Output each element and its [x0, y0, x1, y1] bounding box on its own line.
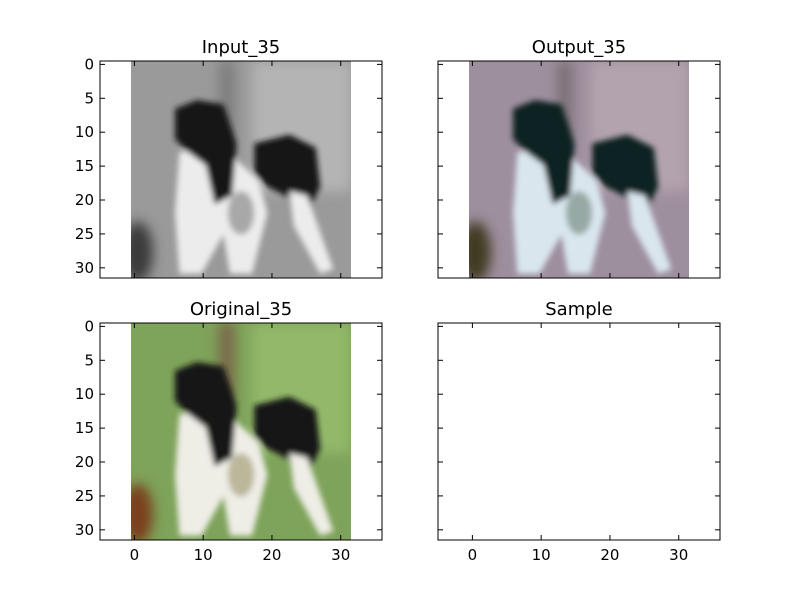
axis-ticks	[438, 61, 720, 278]
dog-hind-leg	[627, 191, 672, 274]
y-tick-label: 10	[75, 123, 94, 141]
y-tick-label: 0	[84, 55, 94, 73]
panel-sample: 0 10 20 30 Sample	[437, 299, 721, 564]
dog-body	[513, 147, 606, 274]
dog-hind-leg	[289, 191, 334, 274]
dog-back-patch	[254, 134, 321, 213]
axes-frame	[437, 322, 721, 541]
x-tick-label: 10	[194, 546, 213, 564]
x-tick-label: 30	[331, 546, 350, 564]
panel-title: Input_35	[202, 37, 281, 58]
x-tick-label: 0	[468, 546, 478, 564]
x-tick-label: 10	[532, 546, 551, 564]
axes-frame	[437, 60, 721, 279]
dog-head	[175, 100, 237, 205]
panel-original: 0 10 20 30 0 5 10 15 20 25 30 Original_35	[75, 299, 383, 564]
corner-object	[468, 221, 491, 278]
corner-object	[130, 483, 153, 540]
y-tick-label: 20	[75, 453, 94, 471]
panel-title: Output_35	[532, 37, 626, 58]
panel-title: Sample	[545, 299, 613, 320]
dog-head	[513, 100, 575, 205]
dog-back-patch	[592, 134, 659, 213]
image-input	[130, 61, 352, 278]
y-tick-label: 0	[84, 317, 94, 335]
y-tick-label: 15	[75, 419, 94, 437]
y-tick-label: 30	[75, 521, 94, 539]
dog-shading	[227, 191, 255, 235]
axes-frame	[99, 322, 383, 541]
panel-output: Output_35	[437, 37, 721, 279]
y-tick-label: 15	[75, 157, 94, 175]
dog-body	[175, 147, 268, 274]
dog-figure	[175, 362, 334, 536]
y-tick-label: 20	[75, 191, 94, 209]
x-tick-label: 30	[669, 546, 688, 564]
axis-ticks: 0 10 20 30 0 5 10 15 20 25 30	[75, 317, 382, 564]
y-tick-label: 10	[75, 385, 94, 403]
dog-shading	[227, 453, 255, 497]
dog-figure	[513, 100, 672, 274]
image-original	[130, 323, 352, 540]
panel-input: 0 5 10 15 20 25 30 Input_35	[75, 37, 383, 279]
dog-hind-leg	[289, 453, 334, 536]
axes-frame	[99, 60, 383, 279]
dog-head	[175, 362, 237, 467]
dog-shading	[565, 191, 593, 235]
y-tick-label: 30	[75, 259, 94, 277]
corner-object	[130, 221, 153, 278]
dog-figure	[175, 100, 334, 274]
image-output	[468, 61, 690, 278]
x-tick-label: 0	[130, 546, 140, 564]
axis-ticks: 0 10 20 30	[438, 323, 720, 564]
x-tick-label: 20	[262, 546, 281, 564]
axis-ticks: 0 5 10 15 20 25 30	[75, 55, 382, 278]
panel-title: Original_35	[190, 299, 292, 320]
x-tick-label: 20	[600, 546, 619, 564]
dog-back-patch	[254, 396, 321, 475]
y-tick-label: 5	[84, 89, 94, 107]
y-tick-label: 5	[84, 351, 94, 369]
y-tick-label: 25	[75, 487, 94, 505]
y-tick-label: 25	[75, 225, 94, 243]
dog-body	[175, 409, 268, 536]
